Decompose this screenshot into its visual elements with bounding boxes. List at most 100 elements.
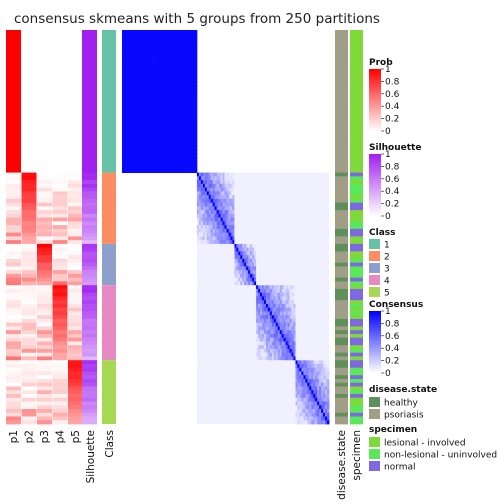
prob-cell [52, 378, 68, 384]
consensus-cell [173, 131, 176, 136]
silhouette-cell [82, 191, 97, 196]
specimen-cell [350, 307, 363, 312]
consensus-cell [218, 191, 221, 196]
consensus-cell [167, 41, 170, 46]
consensus-cell [218, 232, 221, 237]
consensus-cell [206, 183, 210, 188]
consensus-cell [171, 112, 174, 117]
consensus-cell [161, 127, 164, 132]
consensus-cell [309, 371, 312, 376]
consensus-cell [125, 93, 129, 98]
consensus-cell [327, 420, 330, 425]
consensus-cell [177, 86, 180, 91]
column-label-p4: p4 [55, 430, 67, 444]
consensus-cell [287, 303, 290, 309]
consensus-cell [161, 30, 164, 35]
consensus-cell [175, 75, 178, 80]
consensus-cell [143, 168, 147, 173]
consensus-cell [315, 416, 318, 421]
legend-item-label: 5 [384, 289, 390, 299]
prob-cell [52, 337, 68, 342]
consensus-cell [123, 146, 127, 151]
specimen-cell [350, 262, 363, 267]
consensus-cell [309, 382, 312, 387]
specimen-cell [350, 367, 363, 372]
prob-cell [6, 375, 21, 380]
consensus-cell [260, 285, 263, 290]
consensus-cell [194, 75, 198, 80]
consensus-cell [317, 363, 320, 369]
consensus-cell [216, 232, 219, 237]
consensus-cell [149, 153, 152, 158]
consensus-cell [122, 112, 125, 117]
prob-cell [68, 90, 83, 95]
consensus-cell [275, 315, 279, 320]
consensus-cell [139, 116, 143, 121]
consensus-cell [325, 375, 328, 380]
consensus-cell [179, 63, 182, 68]
consensus-cell [185, 101, 188, 106]
consensus-cell [147, 142, 150, 147]
consensus-cell [143, 63, 147, 68]
consensus-cell [179, 116, 182, 121]
consensus-cell [173, 146, 176, 151]
prob-cell [37, 142, 52, 147]
consensus-cell [181, 101, 184, 106]
consensus-cell [216, 183, 219, 188]
prob-cell [21, 176, 37, 181]
consensus-cell [151, 165, 154, 170]
consensus-cell [224, 187, 227, 192]
consensus-cell [127, 41, 131, 46]
prob-cell [6, 157, 21, 162]
consensus-cell [151, 52, 154, 57]
consensus-cell [198, 187, 202, 192]
consensus-cell [177, 33, 180, 38]
consensus-cell [281, 311, 285, 316]
consensus-cell [283, 285, 287, 290]
specimen-cell [350, 142, 363, 147]
consensus-offblock [256, 243, 296, 286]
consensus-cell [159, 82, 162, 87]
consensus-cell [196, 202, 200, 207]
consensus-cell [153, 131, 156, 136]
consensus-cell [198, 180, 202, 185]
consensus-cell [141, 150, 145, 155]
consensus-cell [153, 101, 156, 106]
consensus-cell [291, 337, 294, 342]
consensus-cell [153, 112, 156, 117]
consensus-cell [283, 348, 287, 354]
consensus-cell [171, 33, 174, 38]
consensus-cell [173, 56, 176, 61]
consensus-cell [192, 120, 196, 125]
consensus-cell [263, 285, 267, 290]
consensus-cell [181, 63, 184, 68]
consensus-cell [258, 311, 261, 316]
consensus-cell [248, 251, 251, 256]
consensus-cell [256, 352, 259, 357]
prob-cell [6, 82, 21, 87]
prob-cell [68, 401, 83, 406]
consensus-cell [265, 292, 269, 297]
consensus-offblock [196, 285, 235, 361]
consensus-cell [169, 105, 172, 110]
consensus-cell [173, 127, 176, 132]
consensus-cell [192, 82, 196, 87]
consensus-cell [327, 360, 330, 365]
consensus-cell [151, 101, 154, 106]
prob-cell [6, 90, 21, 95]
prob-cell [21, 348, 37, 354]
consensus-cell [301, 416, 304, 421]
consensus-cell [135, 131, 139, 136]
consensus-cell [151, 93, 154, 98]
consensus-cell [135, 33, 139, 38]
consensus-cell [218, 195, 221, 200]
consensus-cell [145, 82, 149, 87]
consensus-cell [175, 108, 178, 113]
consensus-cell [289, 318, 292, 324]
silhouette-cell [82, 251, 97, 256]
prob-cell [68, 382, 83, 387]
consensus-cell [260, 356, 263, 361]
consensus-cell [317, 416, 320, 421]
prob-cell [21, 382, 37, 387]
prob-cell [68, 303, 83, 309]
